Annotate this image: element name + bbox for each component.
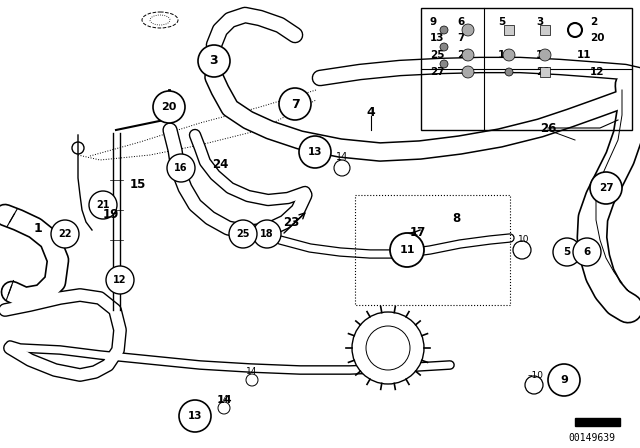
Text: 00149639: 00149639 xyxy=(568,433,616,443)
Text: 12: 12 xyxy=(113,275,127,285)
Circle shape xyxy=(299,136,331,168)
Circle shape xyxy=(525,376,543,394)
Text: 11: 11 xyxy=(577,50,591,60)
Circle shape xyxy=(553,238,581,266)
Text: 5: 5 xyxy=(498,17,505,27)
Circle shape xyxy=(179,400,211,432)
Circle shape xyxy=(153,91,185,123)
Bar xyxy=(540,67,550,77)
Circle shape xyxy=(72,142,84,154)
Circle shape xyxy=(229,220,257,248)
Bar xyxy=(504,25,514,35)
Text: 25: 25 xyxy=(430,50,445,60)
Text: 18: 18 xyxy=(260,229,274,239)
Text: 20: 20 xyxy=(590,33,605,43)
Circle shape xyxy=(167,154,195,182)
Circle shape xyxy=(390,233,424,267)
Text: 3: 3 xyxy=(536,17,543,27)
Circle shape xyxy=(334,160,350,176)
Bar xyxy=(421,8,632,130)
Text: 9: 9 xyxy=(430,17,437,27)
Text: 13: 13 xyxy=(188,411,202,421)
Text: 13: 13 xyxy=(308,147,323,157)
Text: 7: 7 xyxy=(291,98,300,111)
Circle shape xyxy=(279,88,311,120)
Circle shape xyxy=(51,220,79,248)
Text: 16: 16 xyxy=(174,163,188,173)
Circle shape xyxy=(462,24,474,36)
Circle shape xyxy=(503,49,515,61)
Circle shape xyxy=(253,220,281,248)
Circle shape xyxy=(440,43,448,51)
Text: 27: 27 xyxy=(598,183,613,193)
Circle shape xyxy=(352,312,424,384)
Text: 8: 8 xyxy=(452,211,460,224)
FancyArrow shape xyxy=(575,418,620,426)
Text: 20: 20 xyxy=(161,102,177,112)
Text: 14: 14 xyxy=(216,395,232,405)
Text: 6: 6 xyxy=(457,17,464,27)
Circle shape xyxy=(505,68,513,76)
Circle shape xyxy=(440,26,448,34)
Text: 11: 11 xyxy=(399,245,415,255)
Circle shape xyxy=(462,66,474,78)
Text: 14: 14 xyxy=(336,152,348,162)
Text: 5: 5 xyxy=(563,247,571,257)
Text: 22: 22 xyxy=(457,50,472,60)
Text: 13: 13 xyxy=(430,33,445,43)
Circle shape xyxy=(513,241,531,259)
Text: 23: 23 xyxy=(283,215,299,228)
Text: 14: 14 xyxy=(246,367,258,376)
Text: 6: 6 xyxy=(584,247,591,257)
Text: 4: 4 xyxy=(367,105,376,119)
Circle shape xyxy=(106,266,134,294)
Text: 27: 27 xyxy=(430,67,445,77)
Text: 9: 9 xyxy=(560,375,568,385)
Text: 17: 17 xyxy=(410,225,426,238)
Text: 12: 12 xyxy=(590,67,605,77)
Circle shape xyxy=(548,364,580,396)
Text: 15: 15 xyxy=(130,178,146,191)
Circle shape xyxy=(462,49,474,61)
Circle shape xyxy=(590,172,622,204)
Text: 18: 18 xyxy=(498,50,513,60)
Text: 1: 1 xyxy=(34,221,42,234)
Circle shape xyxy=(573,238,601,266)
Text: 24: 24 xyxy=(212,159,228,172)
Text: 7: 7 xyxy=(457,33,465,43)
Text: 21: 21 xyxy=(536,67,550,77)
Text: –10: –10 xyxy=(528,370,544,379)
Text: 3: 3 xyxy=(210,55,218,68)
Text: 16: 16 xyxy=(536,50,550,60)
Text: 26: 26 xyxy=(540,121,556,134)
Bar xyxy=(540,25,550,35)
Circle shape xyxy=(366,326,410,370)
Text: 25: 25 xyxy=(236,229,250,239)
Text: 22: 22 xyxy=(58,229,72,239)
Text: 10: 10 xyxy=(518,236,530,245)
Circle shape xyxy=(218,402,230,414)
Text: 21: 21 xyxy=(96,200,109,210)
Circle shape xyxy=(89,191,117,219)
Text: 2: 2 xyxy=(590,17,597,27)
Circle shape xyxy=(246,374,258,386)
Circle shape xyxy=(198,45,230,77)
Circle shape xyxy=(440,60,448,68)
Text: 14: 14 xyxy=(218,396,230,405)
Circle shape xyxy=(539,49,551,61)
Text: 19: 19 xyxy=(103,208,119,221)
